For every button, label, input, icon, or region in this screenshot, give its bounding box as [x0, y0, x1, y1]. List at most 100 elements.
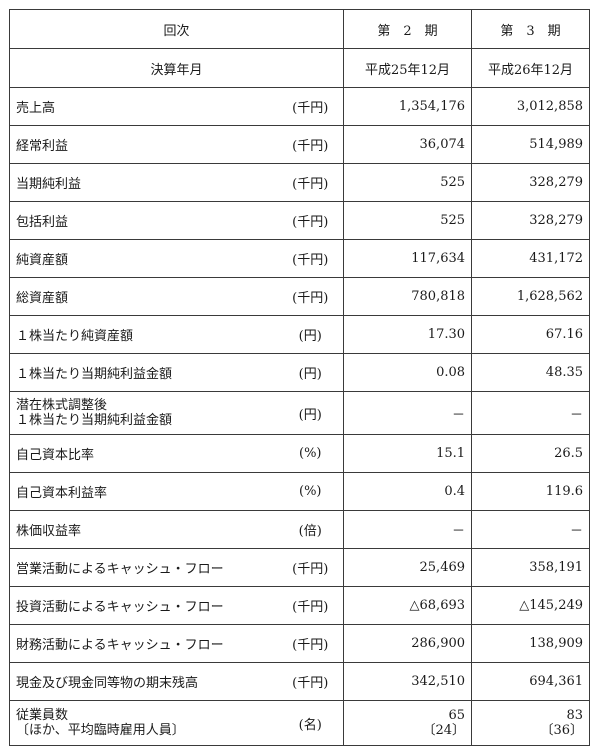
- row-value-period-3: 119.6: [471, 472, 591, 511]
- table-row: 自己資本比率 (%) 15.1 26.5: [9, 434, 591, 473]
- row-value-period-2: 117,634: [343, 239, 473, 278]
- row-unit: (円): [277, 391, 345, 435]
- row-label: 財務活動によるキャッシュ・フロー: [9, 624, 278, 663]
- employees-period-2: 65: [448, 708, 466, 723]
- row-label: 包括利益: [9, 201, 278, 240]
- row-unit: (千円): [277, 239, 345, 278]
- employees-row: 従業員数 〔ほか、平均臨時雇用人員〕 (名) 65 〔24〕 83 〔36〕: [9, 700, 591, 746]
- row-value-period-3: 67.16: [471, 315, 591, 354]
- fiscal-period-3: 平成26年12月: [471, 48, 591, 88]
- row-unit: (千円): [277, 277, 345, 316]
- row-value-period-2: 780,818: [343, 277, 473, 316]
- row-unit: (円): [277, 353, 345, 392]
- row-value-period-2: 342,510: [343, 662, 473, 701]
- row-label: 経常利益: [9, 125, 278, 164]
- row-unit: (千円): [277, 624, 345, 663]
- row-value-period-2: 25,469: [343, 548, 473, 587]
- row-label: 当期純利益: [9, 163, 278, 202]
- row-label: 自己資本比率: [9, 434, 278, 473]
- row-label: 総資産額: [9, 277, 278, 316]
- row-value-period-2: 286,900: [343, 624, 473, 663]
- employees-period-3-temp: 〔36〕: [540, 723, 584, 738]
- table-row: 現金及び現金同等物の期末残高 (千円) 342,510 694,361: [9, 662, 591, 701]
- row-value-period-3: 694,361: [471, 662, 591, 701]
- fiscal-period-2: 平成25年12月: [343, 48, 473, 88]
- row-value-period-3: 1,628,562: [471, 277, 591, 316]
- table-row: １株当たり当期純利益金額 (円) 0.08 48.35: [9, 353, 591, 392]
- row-label: 純資産額: [9, 239, 278, 278]
- table-row: 株価収益率 (倍) － －: [9, 510, 591, 549]
- table-row: 投資活動によるキャッシュ・フロー (千円) △68,693 △145,249: [9, 586, 591, 625]
- row-label-two-line: 潜在株式調整後 １株当たり当期純利益金額: [9, 391, 278, 435]
- row-unit: (千円): [277, 125, 345, 164]
- table-row: １株当たり純資産額 (円) 17.30 67.16: [9, 315, 591, 354]
- row-label: １株当たり純資産額: [9, 315, 278, 354]
- employees-sublabel: 〔ほか、平均臨時雇用人員〕: [16, 723, 185, 738]
- row-unit: (千円): [277, 201, 345, 240]
- table-row: 経常利益 (千円) 36,074 514,989: [9, 125, 591, 164]
- row-value-period-3: －: [471, 510, 591, 549]
- financial-summary-table: 回次 第 2 期 第 3 期 決算年月 平成25年12月 平成26年12月 売上…: [8, 9, 591, 746]
- table-row: 財務活動によるキャッシュ・フロー (千円) 286,900 138,909: [9, 624, 591, 663]
- table-row: 売上高 (千円) 1,354,176 3,012,858: [9, 87, 591, 126]
- header-row: 回次 第 2 期 第 3 期: [8, 9, 591, 49]
- row-value-period-3: 431,172: [471, 239, 591, 278]
- row-label: 現金及び現金同等物の期末残高: [9, 662, 278, 701]
- row-value-period-3: 3,012,858: [471, 87, 591, 126]
- row-value-period-3: －: [471, 391, 591, 435]
- row-label: 営業活動によるキャッシュ・フロー: [9, 548, 278, 587]
- row-value-period-3: 138,909: [471, 624, 591, 663]
- row-unit: (千円): [277, 586, 345, 625]
- row-value-period-2: 1,354,176: [343, 87, 473, 126]
- row-value-period-3: 26.5: [471, 434, 591, 473]
- row-value-period-2: 525: [343, 163, 473, 202]
- row-value-period-2: 525: [343, 201, 473, 240]
- row-label: 売上高: [9, 87, 278, 126]
- row-unit: (千円): [277, 548, 345, 587]
- row-label: １株当たり当期純利益金額: [9, 353, 278, 392]
- row-value-period-3: 328,279: [471, 201, 591, 240]
- row-label-line-2: １株当たり当期純利益金額: [16, 413, 173, 428]
- row-value-period-3: △145,249: [471, 586, 591, 625]
- row-value-period-3: 358,191: [471, 548, 591, 587]
- row-value-period-2: －: [343, 391, 473, 435]
- employees-period-3-cell: 83 〔36〕: [471, 700, 591, 746]
- row-unit: (千円): [277, 87, 345, 126]
- table-row: 総資産額 (千円) 780,818 1,628,562: [9, 277, 591, 316]
- row-value-period-2: 0.4: [343, 472, 473, 511]
- row-value-period-2: 0.08: [343, 353, 473, 392]
- row-label: 投資活動によるキャッシュ・フロー: [9, 586, 278, 625]
- row-value-period-2: －: [343, 510, 473, 549]
- table-row: 純資産額 (千円) 117,634 431,172: [9, 239, 591, 278]
- row-unit: (倍): [277, 510, 345, 549]
- row-value-period-3: 328,279: [471, 163, 591, 202]
- row-value-period-2: 15.1: [343, 434, 473, 473]
- fiscal-label: 決算年月: [8, 48, 345, 88]
- employees-label-cell: 従業員数 〔ほか、平均臨時雇用人員〕: [9, 700, 278, 746]
- row-unit: (%): [277, 434, 345, 473]
- header-period-3: 第 3 期: [471, 9, 591, 49]
- table-row: 営業活動によるキャッシュ・フロー (千円) 25,469 358,191: [9, 548, 591, 587]
- table-row: 自己資本利益率 (%) 0.4 119.6: [9, 472, 591, 511]
- row-label-line-1: 潜在株式調整後: [16, 398, 108, 413]
- row-unit: (円): [277, 315, 345, 354]
- row-unit: (%): [277, 472, 345, 511]
- employees-period-3: 83: [566, 708, 584, 723]
- employees-unit: (名): [277, 700, 345, 746]
- table-row: 潜在株式調整後 １株当たり当期純利益金額 (円) － －: [9, 391, 591, 435]
- row-value-period-3: 48.35: [471, 353, 591, 392]
- table-row: 包括利益 (千円) 525 328,279: [9, 201, 591, 240]
- employees-period-2-cell: 65 〔24〕: [343, 700, 473, 746]
- table-row: 当期純利益 (千円) 525 328,279: [9, 163, 591, 202]
- fiscal-row: 決算年月 平成25年12月 平成26年12月: [8, 48, 591, 88]
- row-label: 自己資本利益率: [9, 472, 278, 511]
- header-period-2: 第 2 期: [343, 9, 473, 49]
- header-period-label: 回次: [8, 9, 345, 49]
- row-value-period-3: 514,989: [471, 125, 591, 164]
- row-unit: (千円): [277, 662, 345, 701]
- row-unit: (千円): [277, 163, 345, 202]
- employees-period-2-temp: 〔24〕: [422, 723, 466, 738]
- row-label: 株価収益率: [9, 510, 278, 549]
- row-value-period-2: 36,074: [343, 125, 473, 164]
- row-value-period-2: △68,693: [343, 586, 473, 625]
